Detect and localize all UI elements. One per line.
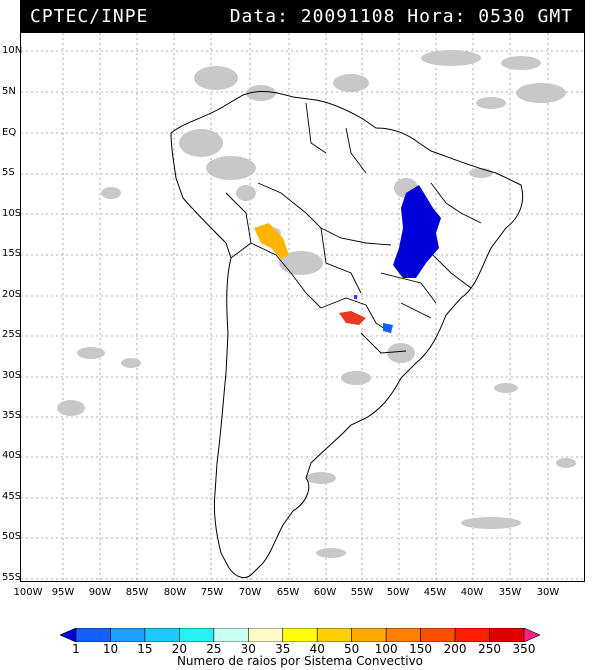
colorbar-segment [523, 628, 540, 642]
lat-label: 10N [2, 45, 23, 56]
colorbar-segment [385, 628, 421, 642]
colorbar-tick-label: 250 [478, 642, 501, 656]
colorbar-tick-label: 50 [344, 642, 360, 656]
lat-label: 5S [2, 167, 15, 178]
map-canvas [21, 33, 584, 581]
lon-label: 85W [125, 587, 149, 598]
lat-label: 30S [2, 370, 22, 381]
lat-label: 25S [2, 329, 22, 340]
cloud-cover [57, 50, 576, 558]
colorbar-segment [248, 628, 284, 642]
lon-label: 55W [350, 587, 374, 598]
lat-label: 55S [2, 572, 22, 583]
lat-label: 35S [2, 410, 22, 421]
convective-systems [254, 185, 441, 333]
source-label: CPTEC/INPE [30, 6, 149, 27]
lat-label: EQ [2, 127, 17, 138]
lat-label: 15S [2, 248, 22, 259]
colorbar-tick-label: 25 [206, 642, 222, 656]
colorbar-tick-label: 200 [443, 642, 467, 656]
lon-label: 95W [51, 587, 75, 598]
lon-label: 50W [386, 587, 410, 598]
lat-label: 40S [2, 450, 22, 461]
lon-label: 35W [498, 587, 522, 598]
lat-label: 20S [2, 289, 22, 300]
colorbar-tick-label: 10 [102, 642, 119, 656]
colorbar-tick-label: 1 [72, 642, 80, 656]
colorbar-tick-label: 35 [275, 642, 291, 656]
colorbar-segment [489, 628, 525, 642]
lat-label: 10S [2, 208, 22, 219]
colorbar-tick-label: 350 [512, 642, 536, 656]
map-frame [20, 32, 585, 582]
lon-label: 65W [276, 587, 300, 598]
country-borders [225, 102, 482, 354]
colorbar-segment [60, 628, 77, 642]
colorbar-segment [351, 628, 387, 642]
lat-label: 50S [2, 531, 22, 542]
title-bar: CPTEC/INPE Data: 20091108 Hora: 0530 GMT [20, 0, 585, 32]
lon-label: 70W [238, 587, 262, 598]
colorbar-segment [316, 628, 352, 642]
colorbar-tick-label: 15 [137, 642, 153, 656]
graticule [21, 33, 584, 581]
colorbar-tick-label: 100 [374, 642, 398, 656]
colorbar [60, 628, 540, 642]
lon-label: 30W [536, 587, 560, 598]
colorbar-tick-label: 150 [409, 642, 433, 656]
colorbar-segment [282, 628, 318, 642]
colorbar-tick-label: 20 [171, 642, 188, 656]
lon-label: 40W [460, 587, 484, 598]
lat-label: 45S [2, 491, 22, 502]
colorbar-segment [110, 628, 146, 642]
colorbar-segment [454, 628, 490, 642]
lon-label: 75W [200, 587, 224, 598]
colorbar-segment [420, 628, 456, 642]
lon-label: 60W [313, 587, 337, 598]
lon-label: 100W [13, 587, 43, 598]
lon-label: 90W [88, 587, 112, 598]
colorbar-segment [213, 628, 249, 642]
colorbar-tick-label: 40 [309, 642, 325, 656]
colorbar-segment [179, 628, 215, 642]
colorbar-tick-label: 30 [240, 642, 256, 656]
datetime-label: Data: 20091108 Hora: 0530 GMT [229, 6, 573, 27]
colorbar-segment [75, 628, 111, 642]
lon-label: 80W [163, 587, 187, 598]
south-america-coastline [170, 91, 524, 579]
colorbar-segment [144, 628, 180, 642]
lat-label: 5N [2, 86, 16, 97]
lon-label: 45W [423, 587, 447, 598]
colorbar-caption: Numero de raios por Sistema Convectivo [176, 654, 424, 668]
